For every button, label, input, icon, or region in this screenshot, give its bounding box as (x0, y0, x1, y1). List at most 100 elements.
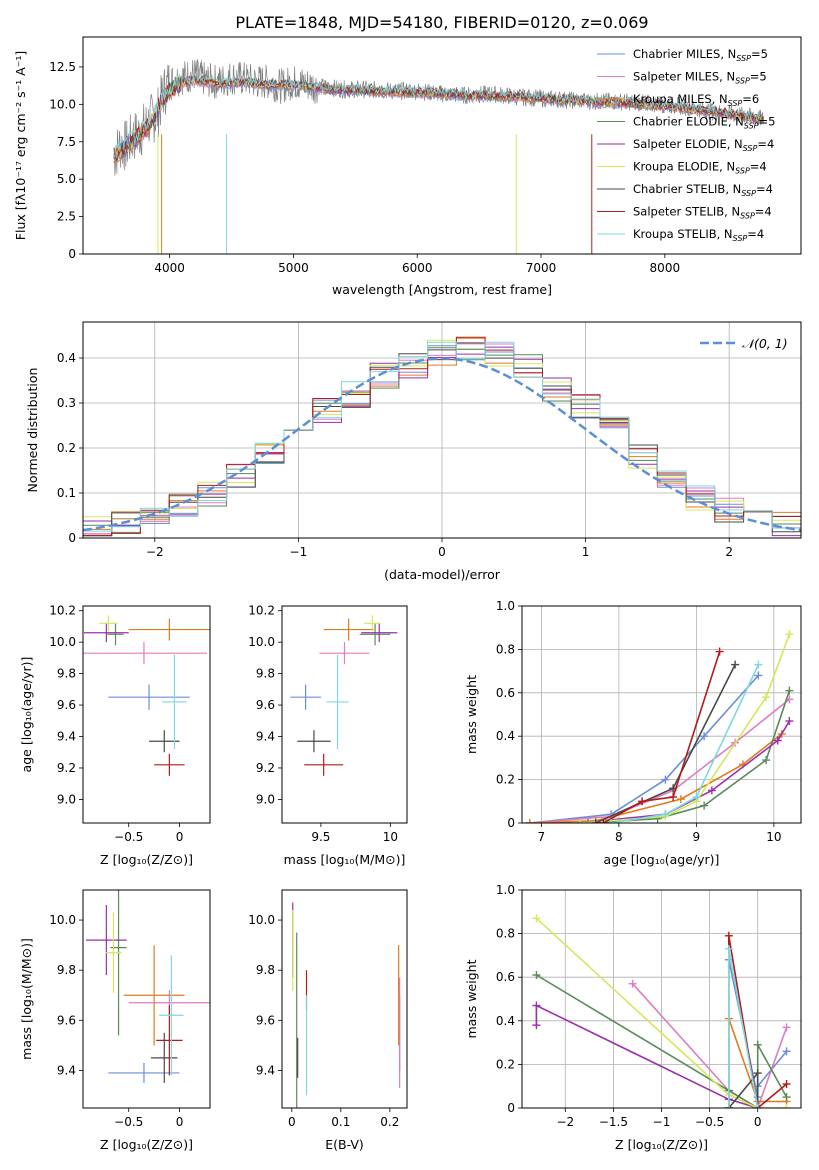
legend-label: Salpeter ELODIE, NSSP=4 (633, 137, 774, 153)
plot-area (525, 630, 794, 823)
series-line-8 (610, 664, 760, 823)
data-point-1 (83, 642, 207, 665)
y-tick-label: 0.8 (496, 927, 515, 941)
series-marker (661, 810, 670, 819)
x-axis-label: Z [log₁₀(Z/Z⊙)] (100, 852, 193, 867)
data-point-2 (128, 618, 210, 641)
x-tick-label: −0.5 (695, 1115, 724, 1129)
x-tick-label: 5000 (278, 261, 309, 275)
x-tick-label: 10 (383, 830, 398, 844)
legend-label-value: =5 (751, 47, 768, 61)
legend-label-sub: SSP (744, 122, 759, 131)
legend-label-value: =5 (750, 70, 767, 84)
data-point-0 (108, 1062, 180, 1083)
plot-area (290, 615, 398, 776)
histogram-8 (83, 341, 801, 538)
data-point-4 (86, 905, 127, 976)
legend-label-text: Chabrier ELODIE, N (633, 115, 744, 129)
data-point-5 (99, 615, 118, 632)
legend-label-text: Kroupa STELIB, N (633, 227, 733, 241)
x-tick-label: −1.5 (599, 1115, 628, 1129)
x-tick-label: −2 (146, 545, 164, 559)
x-axis-label: wavelength [Angstrom, rest frame] (332, 282, 552, 297)
y-tick-label: 9.6 (256, 698, 275, 712)
x-tick-label: −1 (290, 545, 308, 559)
y-tick-label: 9.8 (57, 667, 76, 681)
legend-label-value: =4 (755, 205, 772, 219)
series-line-7 (603, 651, 721, 823)
y-tick-label: 1.0 (496, 883, 515, 897)
series-marker (782, 1104, 791, 1108)
grid (83, 322, 801, 539)
x-tick-label: −2 (556, 1115, 574, 1129)
x-axis-label: age [log₁₀(age/yr)] (604, 852, 720, 867)
y-tick-label: 0 (68, 247, 76, 261)
series-marker (773, 736, 782, 745)
spectrum-panel: 4000 5000 6000 7000 8000 0 2.5 5.0 7.5 10.0 12.5 wa… (13, 36, 802, 297)
legend-label: Kroupa ELODIE, NSSP=4 (633, 160, 767, 176)
legend-label-sub: SSP (733, 234, 748, 243)
axes-frame (82, 889, 211, 1109)
data-point-3 (107, 623, 124, 646)
x-tick-label: −1 (653, 1115, 671, 1129)
series-marker (532, 1001, 541, 1010)
normal-curve (83, 357, 801, 532)
residuals-panel: −2 −1 0 1 2 0 0.1 0.2 0.3 0.4 (data-model)/error No… (25, 321, 802, 582)
plot-area (83, 336, 801, 538)
y-tick-label: 9.8 (57, 963, 76, 977)
legend-label: Chabrier ELODIE, NSSP=5 (633, 115, 775, 131)
legend-label-value: =4 (747, 227, 764, 241)
data-point-7 (154, 753, 185, 776)
x-axis-label: mass [log₁₀(M/M⊙)] (284, 852, 406, 867)
series-line-4 (535, 1004, 758, 1108)
y-tick-label: 1.0 (496, 599, 515, 613)
series-marker (532, 914, 541, 923)
series-marker (599, 819, 608, 823)
series-marker (724, 944, 733, 953)
x-tick-label: 7000 (526, 261, 557, 275)
data-point-2 (123, 945, 185, 1046)
x-tick-label: 0.1 (331, 1115, 350, 1129)
cumulative-age-panel: 7 8 9 10 0 0.2 0.4 0.6 0.8 1.0 age [log₁₀(age/yr)]… (464, 599, 802, 867)
y-tick-label: 0.4 (57, 351, 76, 365)
legend-label-value: =4 (757, 137, 774, 151)
age-vs-z-panel: −0.5 0 9.0 9.2 9.4 9.6 9.8 10.0 10.2 Z [log₁₀(Z/Z… (19, 604, 211, 867)
series-marker (724, 931, 733, 940)
y-tick-label: 9.2 (57, 761, 76, 775)
y-tick-label: 12.5 (49, 60, 76, 74)
y-tick-label: 5.0 (57, 172, 76, 186)
x-tick-label: 2 (725, 545, 733, 559)
x-tick-label: 0.2 (380, 1115, 399, 1129)
legend-label-text: Chabrier STELIB, N (633, 182, 741, 196)
legend-label-value: =4 (756, 182, 773, 196)
legend-label: 𝒩(0, 1) (742, 336, 788, 351)
y-tick-label: 9.4 (57, 1063, 76, 1077)
series-marker (762, 756, 771, 765)
y-tick-label: 9.6 (256, 1013, 275, 1027)
y-tick-label: 0.3 (57, 396, 76, 410)
y-axis-label: age [log₁₀(age/yr)] (19, 657, 34, 773)
data-point-4 (361, 623, 398, 643)
y-tick-label: 0 (507, 816, 515, 830)
series-marker (700, 801, 709, 810)
age-vs-mass-panel: 9.5 10 9.0 9.2 9.4 9.6 9.8 10.0 10.2 mass [log₁₀(… (248, 604, 408, 867)
legend-label-text: Salpeter ELODIE, N (633, 137, 743, 151)
y-tick-label: 9.4 (57, 730, 76, 744)
series-marker (707, 786, 716, 795)
series-marker (782, 1080, 791, 1089)
y-axis-label: Flux [fλ10⁻¹⁷ erg cm⁻² s⁻¹ A⁻¹] (13, 51, 28, 240)
data-point-1 (319, 642, 370, 665)
x-tick-label: 10 (766, 830, 781, 844)
x-tick-label: 0 (176, 1115, 184, 1129)
y-tick-label: 10.2 (49, 604, 76, 618)
series-marker (753, 1104, 762, 1108)
x-tick-label: 0 (754, 1115, 762, 1129)
series-marker (724, 1104, 733, 1108)
grid (522, 889, 801, 1109)
series-marker (762, 693, 771, 702)
data-point-6 (297, 730, 331, 753)
axes-frame (281, 889, 408, 1109)
legend-label-value: =4 (750, 160, 767, 174)
y-tick-label: 0 (68, 531, 76, 545)
